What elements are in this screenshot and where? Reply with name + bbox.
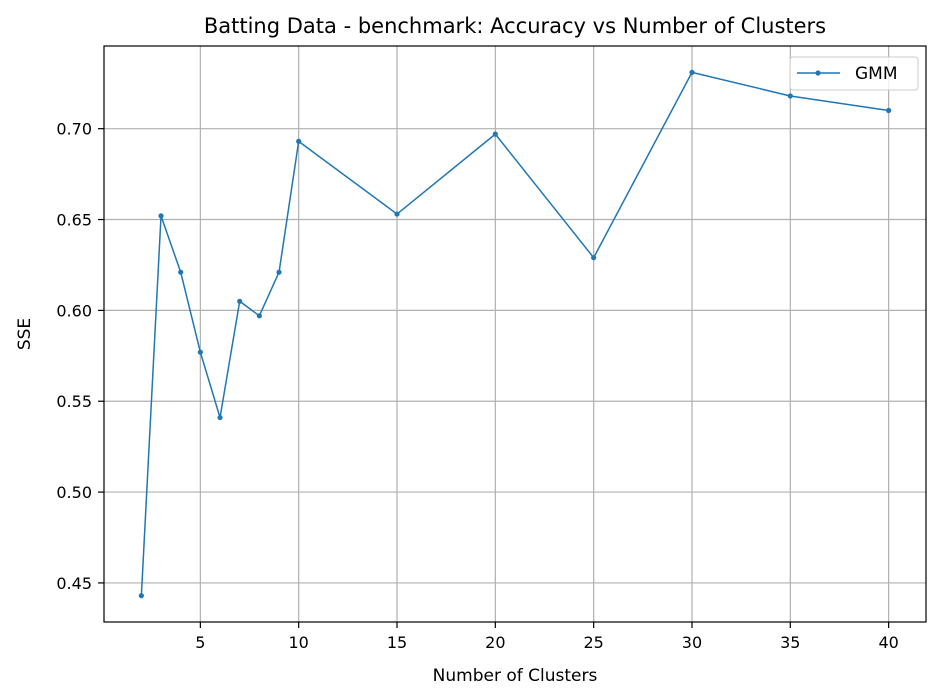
x-tick-label: 40 — [878, 633, 898, 652]
data-point — [689, 69, 695, 75]
data-point — [276, 269, 282, 275]
series-layer — [138, 69, 892, 599]
data-point — [197, 349, 203, 355]
x-tick-label: 15 — [387, 633, 407, 652]
data-point — [217, 414, 223, 421]
plot-frame — [103, 45, 927, 623]
data-point — [178, 269, 184, 275]
x-tick-label: 35 — [780, 633, 800, 652]
grid — [104, 46, 926, 622]
data-point — [256, 313, 262, 319]
y-axis-label: SSE — [15, 318, 35, 350]
data-point — [591, 255, 597, 261]
data-point — [886, 107, 892, 114]
legend: GMM — [789, 56, 919, 91]
y-tick-label: 0.65 — [56, 211, 92, 230]
y-tick-label: 0.55 — [56, 392, 92, 411]
y-tick-label: 0.45 — [56, 574, 92, 593]
y-tick-label: 0.50 — [56, 483, 92, 502]
x-tick-label: 25 — [583, 633, 603, 652]
x-tick-label: 20 — [485, 633, 505, 652]
x-tick-label: 30 — [682, 633, 702, 652]
legend-box — [789, 56, 919, 91]
x-tick-label: 10 — [289, 633, 309, 652]
x-axis-label: Number of Clusters — [433, 666, 598, 686]
legend-marker-gmm — [815, 70, 821, 76]
x-tick-label: 5 — [195, 633, 205, 652]
chart-title: Batting Data - benchmark: Accuracy vs Nu… — [204, 14, 826, 38]
data-point — [492, 131, 498, 137]
data-point — [237, 298, 243, 304]
y-tick-label: 0.70 — [56, 120, 92, 139]
data-point — [296, 138, 302, 144]
ticks: 5 10 15 20 25 30 35 40 0.45 0.50 0.55 0.60 0.65 0.70 — [56, 120, 898, 652]
y-tick-label: 0.60 — [56, 301, 92, 320]
data-point — [138, 593, 144, 599]
data-point — [787, 93, 793, 99]
data-point — [394, 211, 400, 217]
legend-label-gmm: GMM — [855, 64, 898, 84]
data-point — [158, 213, 164, 219]
